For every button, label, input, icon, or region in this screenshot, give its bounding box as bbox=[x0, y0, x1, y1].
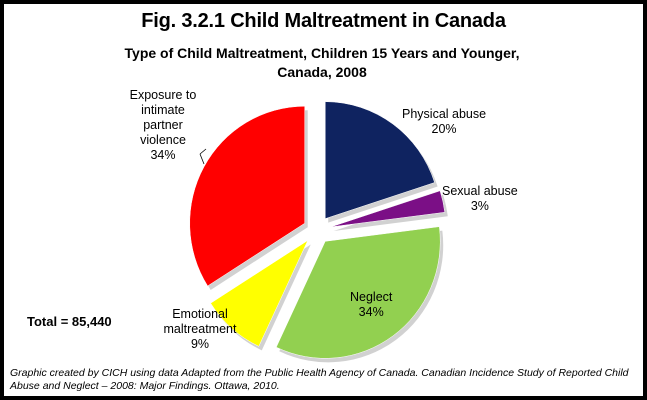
slice-label-physical-abuse: Physical abuse 20% bbox=[402, 107, 486, 137]
pie-chart bbox=[189, 101, 448, 363]
slice-name: Exposure to intimate partner violence bbox=[129, 88, 197, 147]
label-leader-line-ipv bbox=[199, 148, 207, 155]
chart-subtitle: Type of Child Maltreatment, Children 15 … bbox=[124, 45, 520, 80]
slice-label-exposure-to-ipv: Exposure to intimate partner violence 34… bbox=[124, 88, 202, 163]
slice-value: 20% bbox=[431, 122, 457, 136]
slice-name: Physical abuse bbox=[402, 107, 487, 121]
slice-name: Neglect bbox=[350, 290, 393, 304]
slice-label-sexual-abuse: Sexual abuse 3% bbox=[442, 184, 518, 214]
pie-slice-neglect bbox=[275, 226, 441, 359]
slice-value: 9% bbox=[190, 337, 210, 351]
slice-label-emotional-maltreatment: Emotional maltreatment 9% bbox=[152, 307, 248, 352]
pie-slice-emotional-maltreatment bbox=[210, 239, 309, 347]
slice-label-neglect: Neglect 34% bbox=[350, 290, 392, 320]
pie-slice-physical-abuse bbox=[324, 101, 435, 220]
figure-title: Fig. 3.2.1 Child Maltreatment in Canada bbox=[141, 10, 506, 32]
slice-value: 34% bbox=[358, 305, 384, 319]
source-note: Graphic created by CICH using data Adapt… bbox=[10, 367, 629, 392]
slice-value: 3% bbox=[470, 199, 489, 213]
slice-name: Sexual abuse bbox=[442, 184, 518, 198]
slice-value: 34% bbox=[150, 148, 176, 162]
pie-slice-sexual-abuse bbox=[330, 190, 446, 228]
pie-slice-exposure-to-intimate-partner-violence bbox=[189, 106, 305, 287]
label-leader-line-ipv-2 bbox=[199, 153, 205, 165]
total-count: Total = 85,440 bbox=[27, 314, 112, 329]
slice-name: Emotional maltreatment bbox=[163, 307, 237, 336]
